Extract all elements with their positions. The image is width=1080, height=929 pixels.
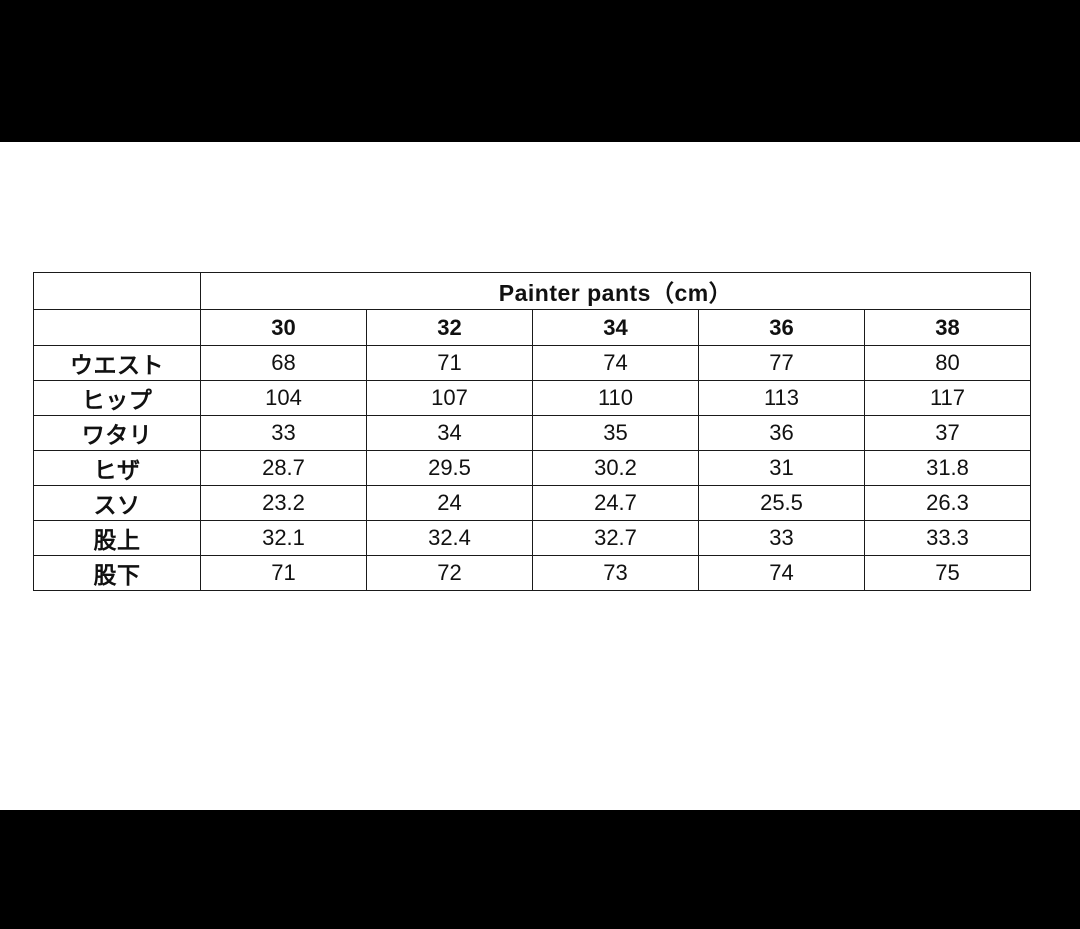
cell-inseam-38: 75 — [864, 555, 1031, 591]
corner-cell-empty-top — [33, 272, 201, 310]
table-row: スソ 23.2 24 24.7 25.5 26.3 — [33, 485, 1031, 521]
cell-rise-38: 33.3 — [864, 520, 1031, 556]
size-header-4: 38 — [864, 309, 1031, 346]
letterbox-top — [0, 0, 1080, 142]
row-label-hem: スソ — [33, 485, 201, 521]
cell-hip-38: 117 — [864, 380, 1031, 416]
cell-rise-36: 33 — [698, 520, 865, 556]
row-label-knee: ヒザ — [33, 450, 201, 486]
cell-hip-30: 104 — [200, 380, 367, 416]
table-title: Painter pants（cm） — [200, 272, 1031, 310]
row-label-inseam: 股下 — [33, 555, 201, 591]
cell-hem-32: 24 — [366, 485, 533, 521]
size-header-2: 34 — [532, 309, 699, 346]
cell-inseam-32: 72 — [366, 555, 533, 591]
cell-waist-34: 74 — [532, 345, 699, 381]
cell-rise-30: 32.1 — [200, 520, 367, 556]
row-label-hip: ヒップ — [33, 380, 201, 416]
content-stage: Painter pants（cm） 30 32 34 36 38 ウエスト 68… — [0, 142, 1080, 810]
cell-hem-30: 23.2 — [200, 485, 367, 521]
size-chart-table: Painter pants（cm） 30 32 34 36 38 ウエスト 68… — [33, 272, 1031, 591]
cell-hem-38: 26.3 — [864, 485, 1031, 521]
cell-knee-32: 29.5 — [366, 450, 533, 486]
size-header-3: 36 — [698, 309, 865, 346]
table-row: 股下 71 72 73 74 75 — [33, 555, 1031, 591]
cell-knee-34: 30.2 — [532, 450, 699, 486]
cell-knee-38: 31.8 — [864, 450, 1031, 486]
size-chart-container: Painter pants（cm） 30 32 34 36 38 ウエスト 68… — [33, 272, 1031, 591]
table-row: ウエスト 68 71 74 77 80 — [33, 345, 1031, 381]
cell-thigh-36: 36 — [698, 415, 865, 451]
table-row: ヒザ 28.7 29.5 30.2 31 31.8 — [33, 450, 1031, 486]
cell-inseam-34: 73 — [532, 555, 699, 591]
cell-inseam-36: 74 — [698, 555, 865, 591]
table-row: 股上 32.1 32.4 32.7 33 33.3 — [33, 520, 1031, 556]
cell-hem-36: 25.5 — [698, 485, 865, 521]
cell-thigh-38: 37 — [864, 415, 1031, 451]
size-header-row: 30 32 34 36 38 — [33, 309, 1031, 346]
cell-rise-32: 32.4 — [366, 520, 533, 556]
cell-waist-36: 77 — [698, 345, 865, 381]
cell-thigh-30: 33 — [200, 415, 367, 451]
table-row: ワタリ 33 34 35 36 37 — [33, 415, 1031, 451]
cell-hip-34: 110 — [532, 380, 699, 416]
cell-knee-36: 31 — [698, 450, 865, 486]
cell-rise-34: 32.7 — [532, 520, 699, 556]
cell-thigh-32: 34 — [366, 415, 533, 451]
cell-knee-30: 28.7 — [200, 450, 367, 486]
cell-hip-36: 113 — [698, 380, 865, 416]
row-label-rise: 股上 — [33, 520, 201, 556]
cell-thigh-34: 35 — [532, 415, 699, 451]
corner-cell-empty-second — [33, 309, 201, 346]
table-title-row: Painter pants（cm） — [33, 272, 1031, 310]
cell-waist-38: 80 — [864, 345, 1031, 381]
cell-hip-32: 107 — [366, 380, 533, 416]
cell-inseam-30: 71 — [200, 555, 367, 591]
size-header-1: 32 — [366, 309, 533, 346]
cell-hem-34: 24.7 — [532, 485, 699, 521]
cell-waist-30: 68 — [200, 345, 367, 381]
row-label-thigh: ワタリ — [33, 415, 201, 451]
table-row: ヒップ 104 107 110 113 117 — [33, 380, 1031, 416]
letterbox-bottom — [0, 810, 1080, 929]
row-label-waist: ウエスト — [33, 345, 201, 381]
size-header-0: 30 — [200, 309, 367, 346]
cell-waist-32: 71 — [366, 345, 533, 381]
